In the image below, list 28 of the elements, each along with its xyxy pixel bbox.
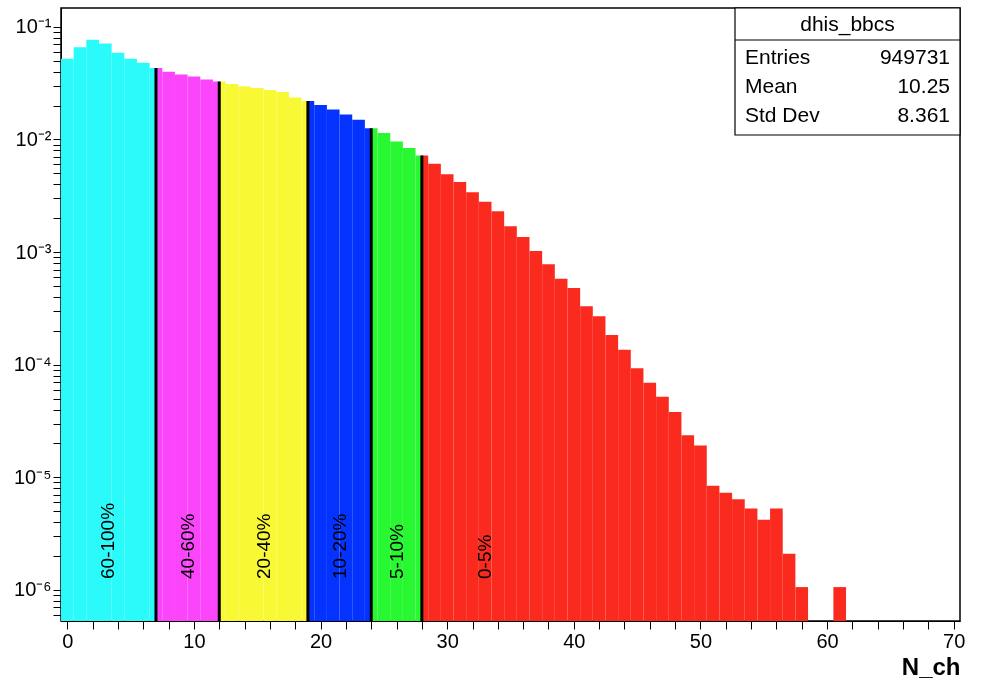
- annotation: Std Dev: [745, 102, 821, 126]
- annotation: 10-20%: [328, 513, 350, 579]
- x-tick-label: 20: [309, 629, 333, 652]
- annotation: 40-60%: [176, 513, 198, 579]
- annotation: Entries: [745, 44, 811, 68]
- y-tick-label: 10⁻⁵: [13, 465, 52, 488]
- annotation: 10.25: [897, 73, 950, 97]
- y-tick-label: 10⁻²: [15, 127, 52, 150]
- annotation: 5-10%: [385, 523, 407, 579]
- y-tick-label: 10⁻⁴: [13, 353, 52, 376]
- annotation: 60-100%: [97, 502, 119, 579]
- y-tick-label: 10⁻⁶: [14, 578, 52, 601]
- annotation: 0-5%: [474, 534, 496, 579]
- annotation: dhis_bbcs: [800, 12, 895, 36]
- x-tick-label: 60: [816, 629, 839, 652]
- annotation: Mean: [745, 73, 798, 97]
- y-tick-label: 10⁻³: [15, 240, 52, 263]
- annotation: 8.361: [897, 102, 950, 126]
- x-tick-label: 40: [563, 629, 586, 652]
- annotation: 949731: [879, 44, 950, 68]
- x-tick-label: 50: [689, 629, 713, 652]
- x-tick-label: 0: [62, 629, 74, 652]
- x-tick-label: 10: [183, 629, 206, 652]
- x-tick-label: 30: [436, 629, 459, 652]
- x-tick-label: 70: [943, 629, 966, 652]
- y-tick-label: 10⁻¹: [15, 15, 52, 38]
- annotation: 20-40%: [252, 513, 274, 579]
- x-axis-title: N_ch: [901, 652, 961, 680]
